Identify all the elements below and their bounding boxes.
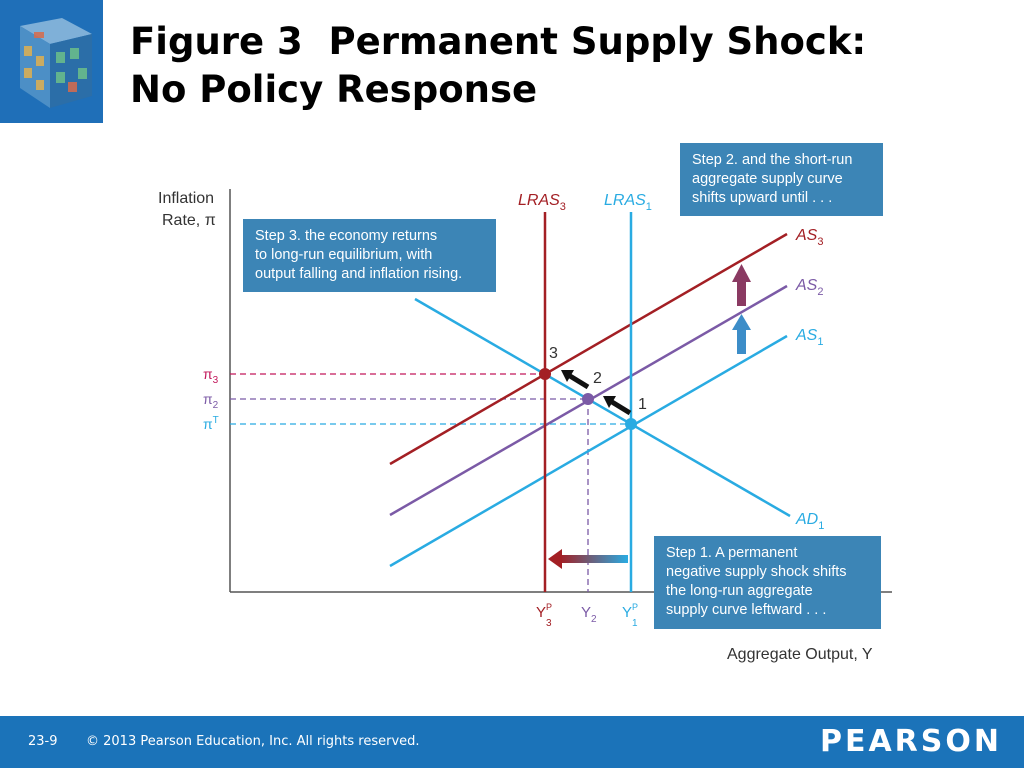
pi2-tick-label: π2 bbox=[203, 391, 219, 411]
y3p-tick-label: YP bbox=[536, 602, 552, 621]
y-axis-label: Inflation Rate, π bbox=[158, 190, 219, 229]
y-axis-label-line-2: Rate, π bbox=[162, 212, 216, 229]
piT-tick-label: πT bbox=[203, 415, 219, 432]
movement-arrow-2-to-3 bbox=[561, 370, 590, 390]
title-line-1: Figure 3 Permanent Supply Shock: bbox=[130, 20, 867, 63]
y1p-tick-sub: 1 bbox=[632, 618, 638, 629]
rubiks-cube-logo-graphic bbox=[0, 0, 103, 123]
ad1-label: AD1 bbox=[795, 511, 824, 532]
y2-tick-label: Y2 bbox=[581, 604, 597, 625]
step2-line-3: shifts upward until . . . bbox=[692, 190, 833, 206]
step3-line-2: to long-run equilibrium, with bbox=[255, 247, 433, 263]
y-axis-label-line-1: Inflation bbox=[158, 190, 214, 207]
step1-line-3: the long-run aggregate bbox=[666, 583, 813, 599]
point-1 bbox=[625, 418, 637, 430]
y1p-tick-label: YP bbox=[622, 602, 638, 621]
rubiks-cube-logo bbox=[0, 0, 103, 123]
step1-line-1: Step 1. A permanent bbox=[666, 545, 798, 561]
pi3-tick-label: π3 bbox=[203, 366, 219, 386]
copyright-notice: © 2013 Pearson Education, Inc. All right… bbox=[86, 734, 420, 749]
step2-line-2: aggregate supply curve bbox=[692, 171, 843, 187]
slide-number: 23-9 bbox=[28, 734, 58, 749]
point-2 bbox=[582, 393, 594, 405]
x-axis-label: Aggregate Output, Y bbox=[727, 646, 873, 663]
step1-line-4: supply curve leftward . . . bbox=[666, 602, 827, 618]
ad1-curve bbox=[414, 297, 791, 518]
lras1-label: LRAS1 bbox=[604, 192, 652, 213]
as3-label: AS3 bbox=[795, 227, 823, 248]
step1-line-2: negative supply shock shifts bbox=[666, 564, 847, 580]
step3-callout: Step 3. the economy returns to long-run … bbox=[243, 219, 496, 292]
page-title: Figure 3 Permanent Supply Shock: No Poli… bbox=[130, 18, 866, 114]
footer-bar: 23-9 © 2013 Pearson Education, Inc. All … bbox=[0, 716, 1024, 768]
point-2-label: 2 bbox=[593, 370, 602, 387]
lras-shift-arrow bbox=[548, 549, 628, 569]
point-3-label: 3 bbox=[549, 345, 558, 362]
as-shift-arrow-2 bbox=[732, 264, 751, 306]
lras3-label: LRAS3 bbox=[518, 192, 566, 213]
as-shift-arrow-1 bbox=[732, 314, 751, 354]
step3-line-1: Step 3. the economy returns bbox=[255, 228, 438, 244]
step3-line-3: output falling and inflation rising. bbox=[255, 266, 463, 282]
as2-label: AS2 bbox=[795, 277, 823, 298]
title-line-2: No Policy Response bbox=[130, 68, 538, 111]
point-3 bbox=[539, 368, 551, 380]
as1-label: AS1 bbox=[795, 327, 823, 348]
step2-callout: Step 2. and the short-run aggregate supp… bbox=[680, 143, 883, 216]
as1-curve bbox=[389, 334, 788, 568]
pearson-logo: PEARSON bbox=[819, 724, 1002, 759]
supply-shock-diagram: 1 2 3 Inflation Rate, π Aggregate Output… bbox=[158, 189, 892, 663]
point-1-label: 1 bbox=[638, 396, 647, 413]
movement-arrow-1-to-2 bbox=[603, 396, 632, 416]
step1-callout: Step 1. A permanent negative supply shoc… bbox=[654, 536, 881, 629]
as3-curve bbox=[389, 232, 788, 466]
y3p-tick-sub: 3 bbox=[546, 618, 552, 629]
step2-line-1: Step 2. and the short-run bbox=[692, 152, 853, 168]
